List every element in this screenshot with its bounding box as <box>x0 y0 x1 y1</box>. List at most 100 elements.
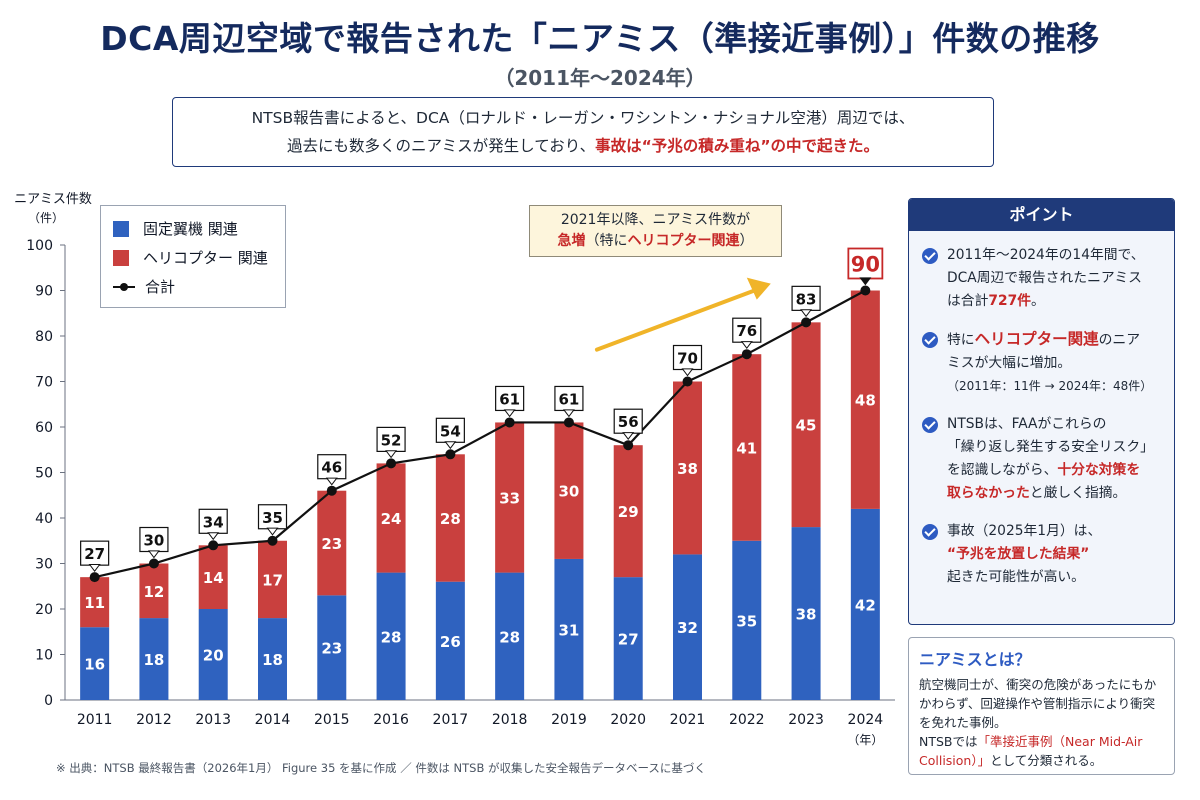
data-label-helicopter: 14 <box>203 569 224 587</box>
bar-helicopter <box>198 545 228 609</box>
trend-arrow-head <box>746 277 771 300</box>
total-point <box>89 572 100 583</box>
total-label-pointer <box>444 441 457 450</box>
point-item-2: 特にヘリコプター関連のニア ミスが大幅に増加。 （2011年：11件 → 202… <box>909 328 1174 398</box>
total-label: 90 <box>851 253 880 277</box>
bar-fixed-wing <box>139 618 169 700</box>
total-label-box <box>435 417 465 443</box>
definition-text-2a: NTSBでは <box>919 734 978 749</box>
point-1-end: 。 <box>1031 293 1045 309</box>
y-tick-label: 30 <box>35 557 53 573</box>
data-label-helicopter: 29 <box>618 503 639 521</box>
point-1-total: 727件 <box>988 293 1031 309</box>
y-tick-label: 0 <box>44 693 53 709</box>
point-4-line-c: 起きた可能性が高い。 <box>947 569 1085 585</box>
fixed-wing-swatch <box>113 220 129 237</box>
chart-area: ニアミス件数 （件） 0 10 20 30 40 50 60 70 80 90 100 16 11 2011 1… <box>0 185 900 755</box>
data-label-helicopter: 48 <box>855 392 876 410</box>
data-label-fixed-wing: 18 <box>262 651 283 669</box>
x-tick-label: 2023 <box>788 712 824 728</box>
bar-fixed-wing <box>258 618 287 700</box>
y-tick-label: 80 <box>35 329 53 345</box>
callout-line-2: 急増（特にヘリコプター関連） <box>530 231 781 252</box>
bar-fixed-wing <box>554 558 584 700</box>
point-3-line-c: を認識しながら、十分な対策を <box>947 459 1166 482</box>
total-label: 61 <box>499 390 520 408</box>
data-label-fixed-wing: 28 <box>499 628 520 646</box>
check-circle-icon <box>922 332 938 348</box>
definition-text-2c: として分類される。 <box>990 753 1103 768</box>
callout-surge: 急増 <box>557 233 586 249</box>
data-label-fixed-wing: 23 <box>321 640 342 658</box>
x-tick-label: 2012 <box>136 712 172 728</box>
point-item-3: NTSBは、FAAがこれらの 「繰り返し発生する安全リスク」 を認識しながら、十… <box>909 413 1174 505</box>
page-subtitle: （2011年～2024年） <box>494 66 706 90</box>
data-label-fixed-wing: 42 <box>855 596 876 614</box>
total-label-pointer <box>562 409 575 418</box>
total-label: 61 <box>558 390 579 408</box>
bar-fixed-wing <box>673 554 702 700</box>
total-point <box>208 540 219 551</box>
definition-text-1: 航空機同士が、衝突の危険があったにもかかわらず、回避操作や管制指示により衝突を免… <box>919 677 1157 730</box>
y-tick-label: 70 <box>35 375 53 391</box>
data-label-fixed-wing: 26 <box>440 633 461 651</box>
total-point <box>801 317 812 328</box>
total-label: 52 <box>381 431 402 449</box>
point-2-text-a: 特に <box>947 332 975 348</box>
total-label-pointer <box>859 277 872 286</box>
point-2-highlight: ヘリコプター関連 <box>974 330 1099 348</box>
x-axis-unit: （年） <box>847 733 883 747</box>
data-label-fixed-wing: 20 <box>203 647 224 665</box>
total-label-pointer <box>681 368 694 377</box>
bar-fixed-wing <box>791 527 821 700</box>
total-label-box <box>317 454 347 480</box>
y-axis-title: ニアミス件数 <box>14 192 92 207</box>
point-item-1: 2011年～2024年の14年間で、 DCA周辺で報告されたニアミス は合計72… <box>909 244 1174 313</box>
total-point <box>267 535 278 546</box>
total-label: 54 <box>440 422 461 440</box>
total-point <box>504 417 515 428</box>
check-circle-icon <box>922 417 938 433</box>
total-label: 34 <box>203 513 224 531</box>
point-3-line-b: 「繰り返し発生する安全リスク」 <box>947 439 1154 455</box>
page-title: DCA周辺空域で報告された「ニアミス（準接近事例）」件数の推移 <box>100 19 1100 58</box>
data-label-helicopter: 24 <box>381 510 402 528</box>
total-label: 46 <box>321 459 342 477</box>
intro-box: NTSB報告書によると、DCA（ロナルド・レーガン・ワシントン・ナショナル空港）… <box>172 97 994 167</box>
bar-fixed-wing <box>850 508 880 700</box>
bar-fixed-wing <box>317 595 347 700</box>
point-2-line-a: 特にヘリコプター関連のニア <box>947 328 1166 352</box>
total-label-pointer <box>266 527 279 536</box>
total-label-box <box>376 426 406 452</box>
data-label-helicopter: 41 <box>736 439 757 457</box>
point-2-line-c: （2011年：11件 → 2024年：48件） <box>947 379 1153 393</box>
y-tick-label: 50 <box>35 466 53 482</box>
x-tick-label: 2022 <box>729 712 765 728</box>
helicopter-swatch <box>113 249 129 266</box>
x-tick-label: 2014 <box>255 712 291 728</box>
y-tick-label: 10 <box>35 648 53 664</box>
stacked-bar-chart: ニアミス件数 （件） 0 10 20 30 40 50 60 70 80 90 100 16 11 2011 1… <box>14 192 895 747</box>
definition-title: ニアミスとは？ <box>919 650 1031 669</box>
total-label-pointer <box>147 550 160 559</box>
bar-helicopter <box>673 381 702 555</box>
callout-suffix: ） <box>739 233 754 249</box>
bar-fixed-wing <box>376 572 406 700</box>
total-point <box>445 449 456 460</box>
point-3-highlight-b: 取らなかった <box>947 485 1030 501</box>
total-label-pointer <box>325 477 338 486</box>
y-axis-unit: （件） <box>28 211 64 225</box>
legend-item-helicopter: ヘリコプター 関連 <box>113 243 273 272</box>
total-label-box <box>139 526 169 553</box>
data-label-fixed-wing: 16 <box>84 656 105 674</box>
data-label-fixed-wing: 32 <box>677 619 698 637</box>
point-3-line-a: NTSBは、FAAがこれらの <box>947 416 1107 432</box>
data-label-fixed-wing: 27 <box>618 631 639 649</box>
data-label-helicopter: 33 <box>499 490 520 508</box>
point-4-line-a: 事故（2025年1月）は、 <box>947 523 1102 539</box>
bar-fixed-wing <box>435 581 465 700</box>
data-label-helicopter: 17 <box>262 571 283 589</box>
total-label: 83 <box>796 290 817 308</box>
total-point <box>148 558 159 569</box>
data-label-helicopter: 30 <box>558 483 579 501</box>
